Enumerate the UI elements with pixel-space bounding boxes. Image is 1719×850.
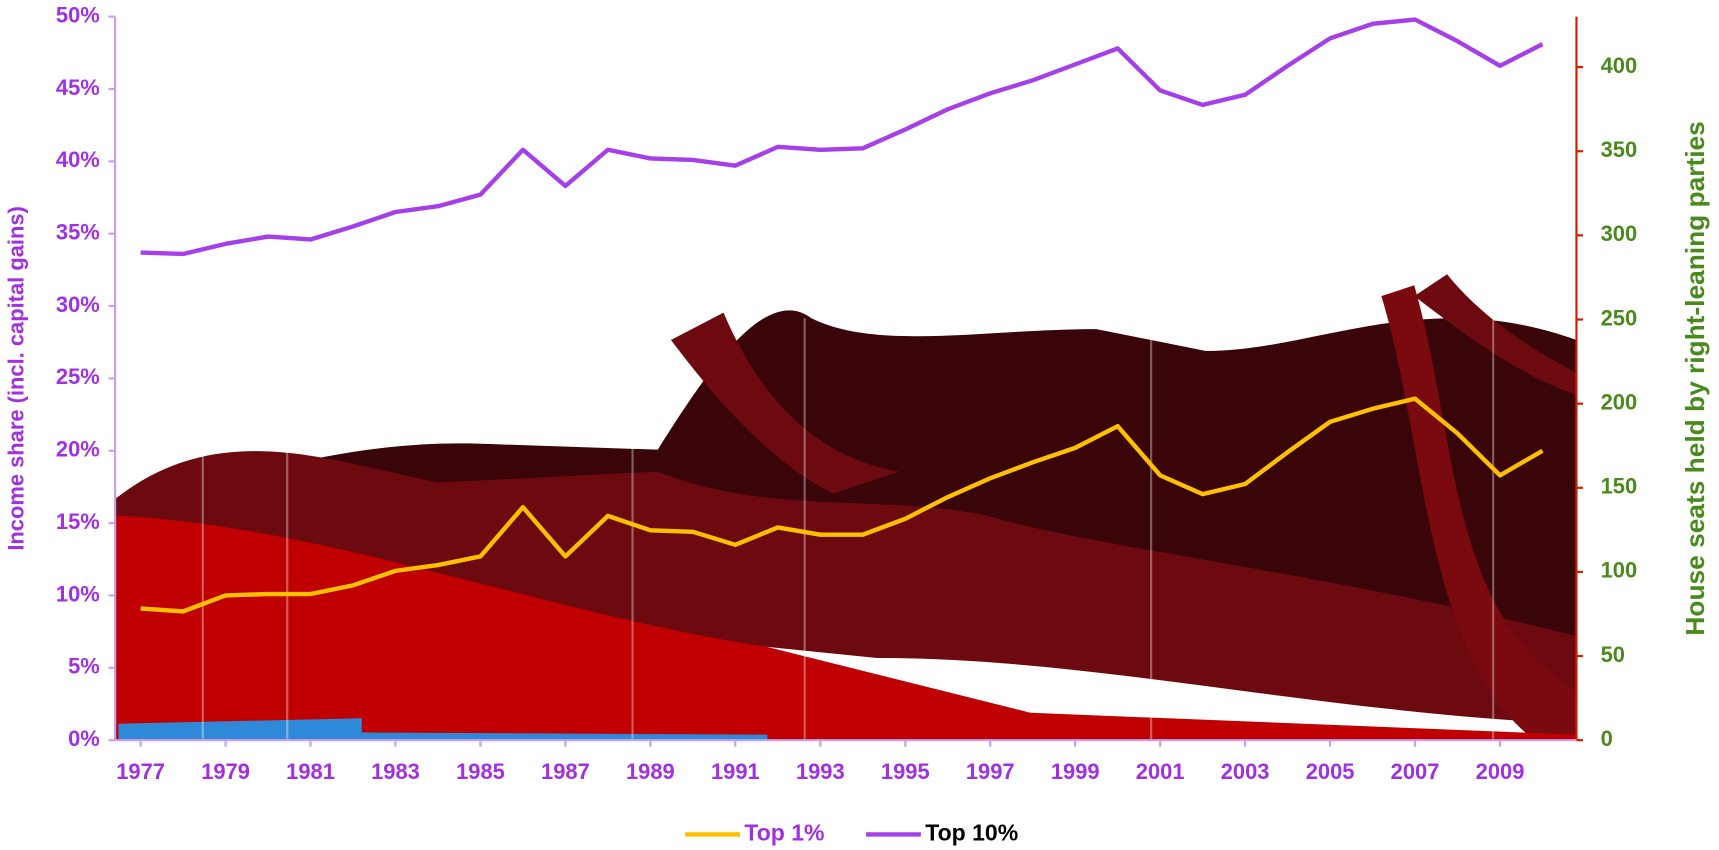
y-axis-title: Income share (incl. capital gains): [3, 206, 28, 551]
x-tick-label: 1979: [201, 759, 250, 784]
series-line: [141, 20, 1543, 254]
x-tick-label: 1983: [371, 759, 420, 784]
x-tick-label: 1993: [796, 759, 845, 784]
y2-tick-label: 100: [1601, 558, 1638, 583]
x-tick-label: 1989: [626, 759, 675, 784]
x-tick-label: 2009: [1476, 759, 1525, 784]
legend-label: Top 10%: [925, 820, 1018, 846]
x-tick-label: 1985: [456, 759, 505, 784]
y-tick-label: 35%: [56, 219, 100, 244]
y-tick-label: 20%: [56, 437, 100, 462]
x-tick-label: 2003: [1221, 759, 1270, 784]
y2-tick-label: 0: [1601, 726, 1613, 751]
y-tick-label: 40%: [56, 147, 100, 172]
x-tick-label: 2005: [1306, 759, 1355, 784]
y-tick-label: 30%: [56, 292, 100, 317]
x-tick-label: 1999: [1051, 759, 1100, 784]
y-tick-label: 50%: [56, 2, 100, 27]
y-tick-label: 15%: [56, 509, 100, 534]
x-tick-label: 1977: [116, 759, 165, 784]
chart: Income share (incl. capital gains) House…: [0, 0, 1719, 850]
y-tick-label: 45%: [56, 75, 100, 100]
x-tick-label: 1991: [711, 759, 760, 784]
y2-tick-label: 150: [1601, 474, 1638, 499]
y2-tick-label: 250: [1601, 305, 1638, 330]
y2-tick-label: 400: [1601, 53, 1638, 78]
y-tick-label: 10%: [56, 581, 100, 606]
y2-tick-label: 200: [1601, 389, 1638, 414]
x-tick-label: 1995: [881, 759, 930, 784]
y-tick-label: 5%: [68, 654, 100, 679]
y2-tick-label: 350: [1601, 137, 1638, 162]
x-tick-label: 1981: [286, 759, 335, 784]
x-tick-label: 1997: [966, 759, 1015, 784]
y2-axis-title: House seats held by right-leaning partie…: [1680, 121, 1710, 635]
y-tick-label: 0%: [68, 726, 100, 751]
x-tick-label: 1987: [541, 759, 590, 784]
y2-tick-label: 50: [1601, 642, 1625, 667]
x-tick-label: 2007: [1391, 759, 1440, 784]
x-tick-label: 2001: [1136, 759, 1185, 784]
y2-tick-label: 300: [1601, 221, 1638, 246]
background-streamgraph: [115, 274, 1576, 740]
legend-label: Top 1%: [744, 820, 824, 846]
y-tick-label: 25%: [56, 364, 100, 389]
